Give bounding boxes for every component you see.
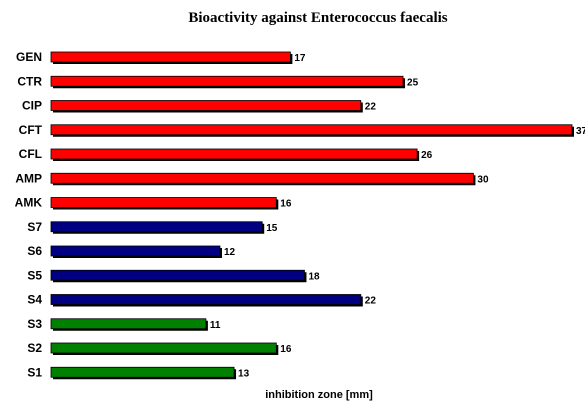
bar-gen: [50, 51, 291, 63]
category-label: GEN: [16, 50, 42, 64]
value-label: 30: [477, 174, 489, 185]
value-label: 26: [421, 150, 433, 161]
bar-s7: [50, 221, 263, 233]
value-label: 22: [365, 296, 377, 307]
value-label: 17: [294, 53, 306, 64]
value-label: 13: [238, 368, 250, 379]
category-label: S5: [27, 268, 42, 282]
category-label: S1: [27, 365, 42, 379]
bar-cfl: [50, 148, 418, 160]
chart-title: Bioactivity against Enterococcus faecali…: [188, 10, 447, 26]
bar-s5: [50, 269, 305, 281]
category-label: S4: [27, 293, 42, 307]
value-label: 37: [576, 126, 585, 137]
bar-s2: [50, 342, 277, 354]
value-label: 25: [407, 77, 419, 88]
category-label: S6: [27, 244, 42, 258]
value-label: 18: [308, 271, 320, 282]
bar-cft: [50, 124, 573, 136]
value-label: 11: [210, 320, 221, 331]
bar-s4: [50, 294, 362, 305]
category-label: AMP: [15, 171, 42, 185]
value-label: 15: [266, 223, 278, 234]
bar-amk: [50, 197, 277, 208]
bar-amp: [50, 172, 474, 184]
category-label: S2: [27, 341, 42, 355]
category-label: CFT: [19, 123, 43, 137]
bar-s1: [50, 366, 235, 378]
category-label: AMK: [15, 196, 43, 210]
category-label: CTR: [17, 74, 42, 88]
category-label: CIP: [22, 99, 42, 113]
bar-ctr: [50, 75, 404, 87]
value-label: 22: [365, 102, 377, 113]
category-label: S7: [27, 220, 42, 234]
value-label: 16: [280, 199, 292, 210]
value-label: 12: [224, 247, 236, 258]
value-label: 16: [280, 344, 292, 355]
bar-cip: [50, 100, 362, 111]
category-label: CFL: [19, 147, 42, 161]
bar-s3: [50, 318, 207, 330]
x-axis-label: inhibition zone [mm]: [265, 389, 373, 401]
category-label: S3: [27, 317, 42, 331]
bar-s6: [50, 245, 221, 257]
bar-group: GEN 17 CTR 25 CIP 22 CFT 37 CFL 26 AMP 30 AMK 16 S7 15 S…: [15, 50, 585, 380]
